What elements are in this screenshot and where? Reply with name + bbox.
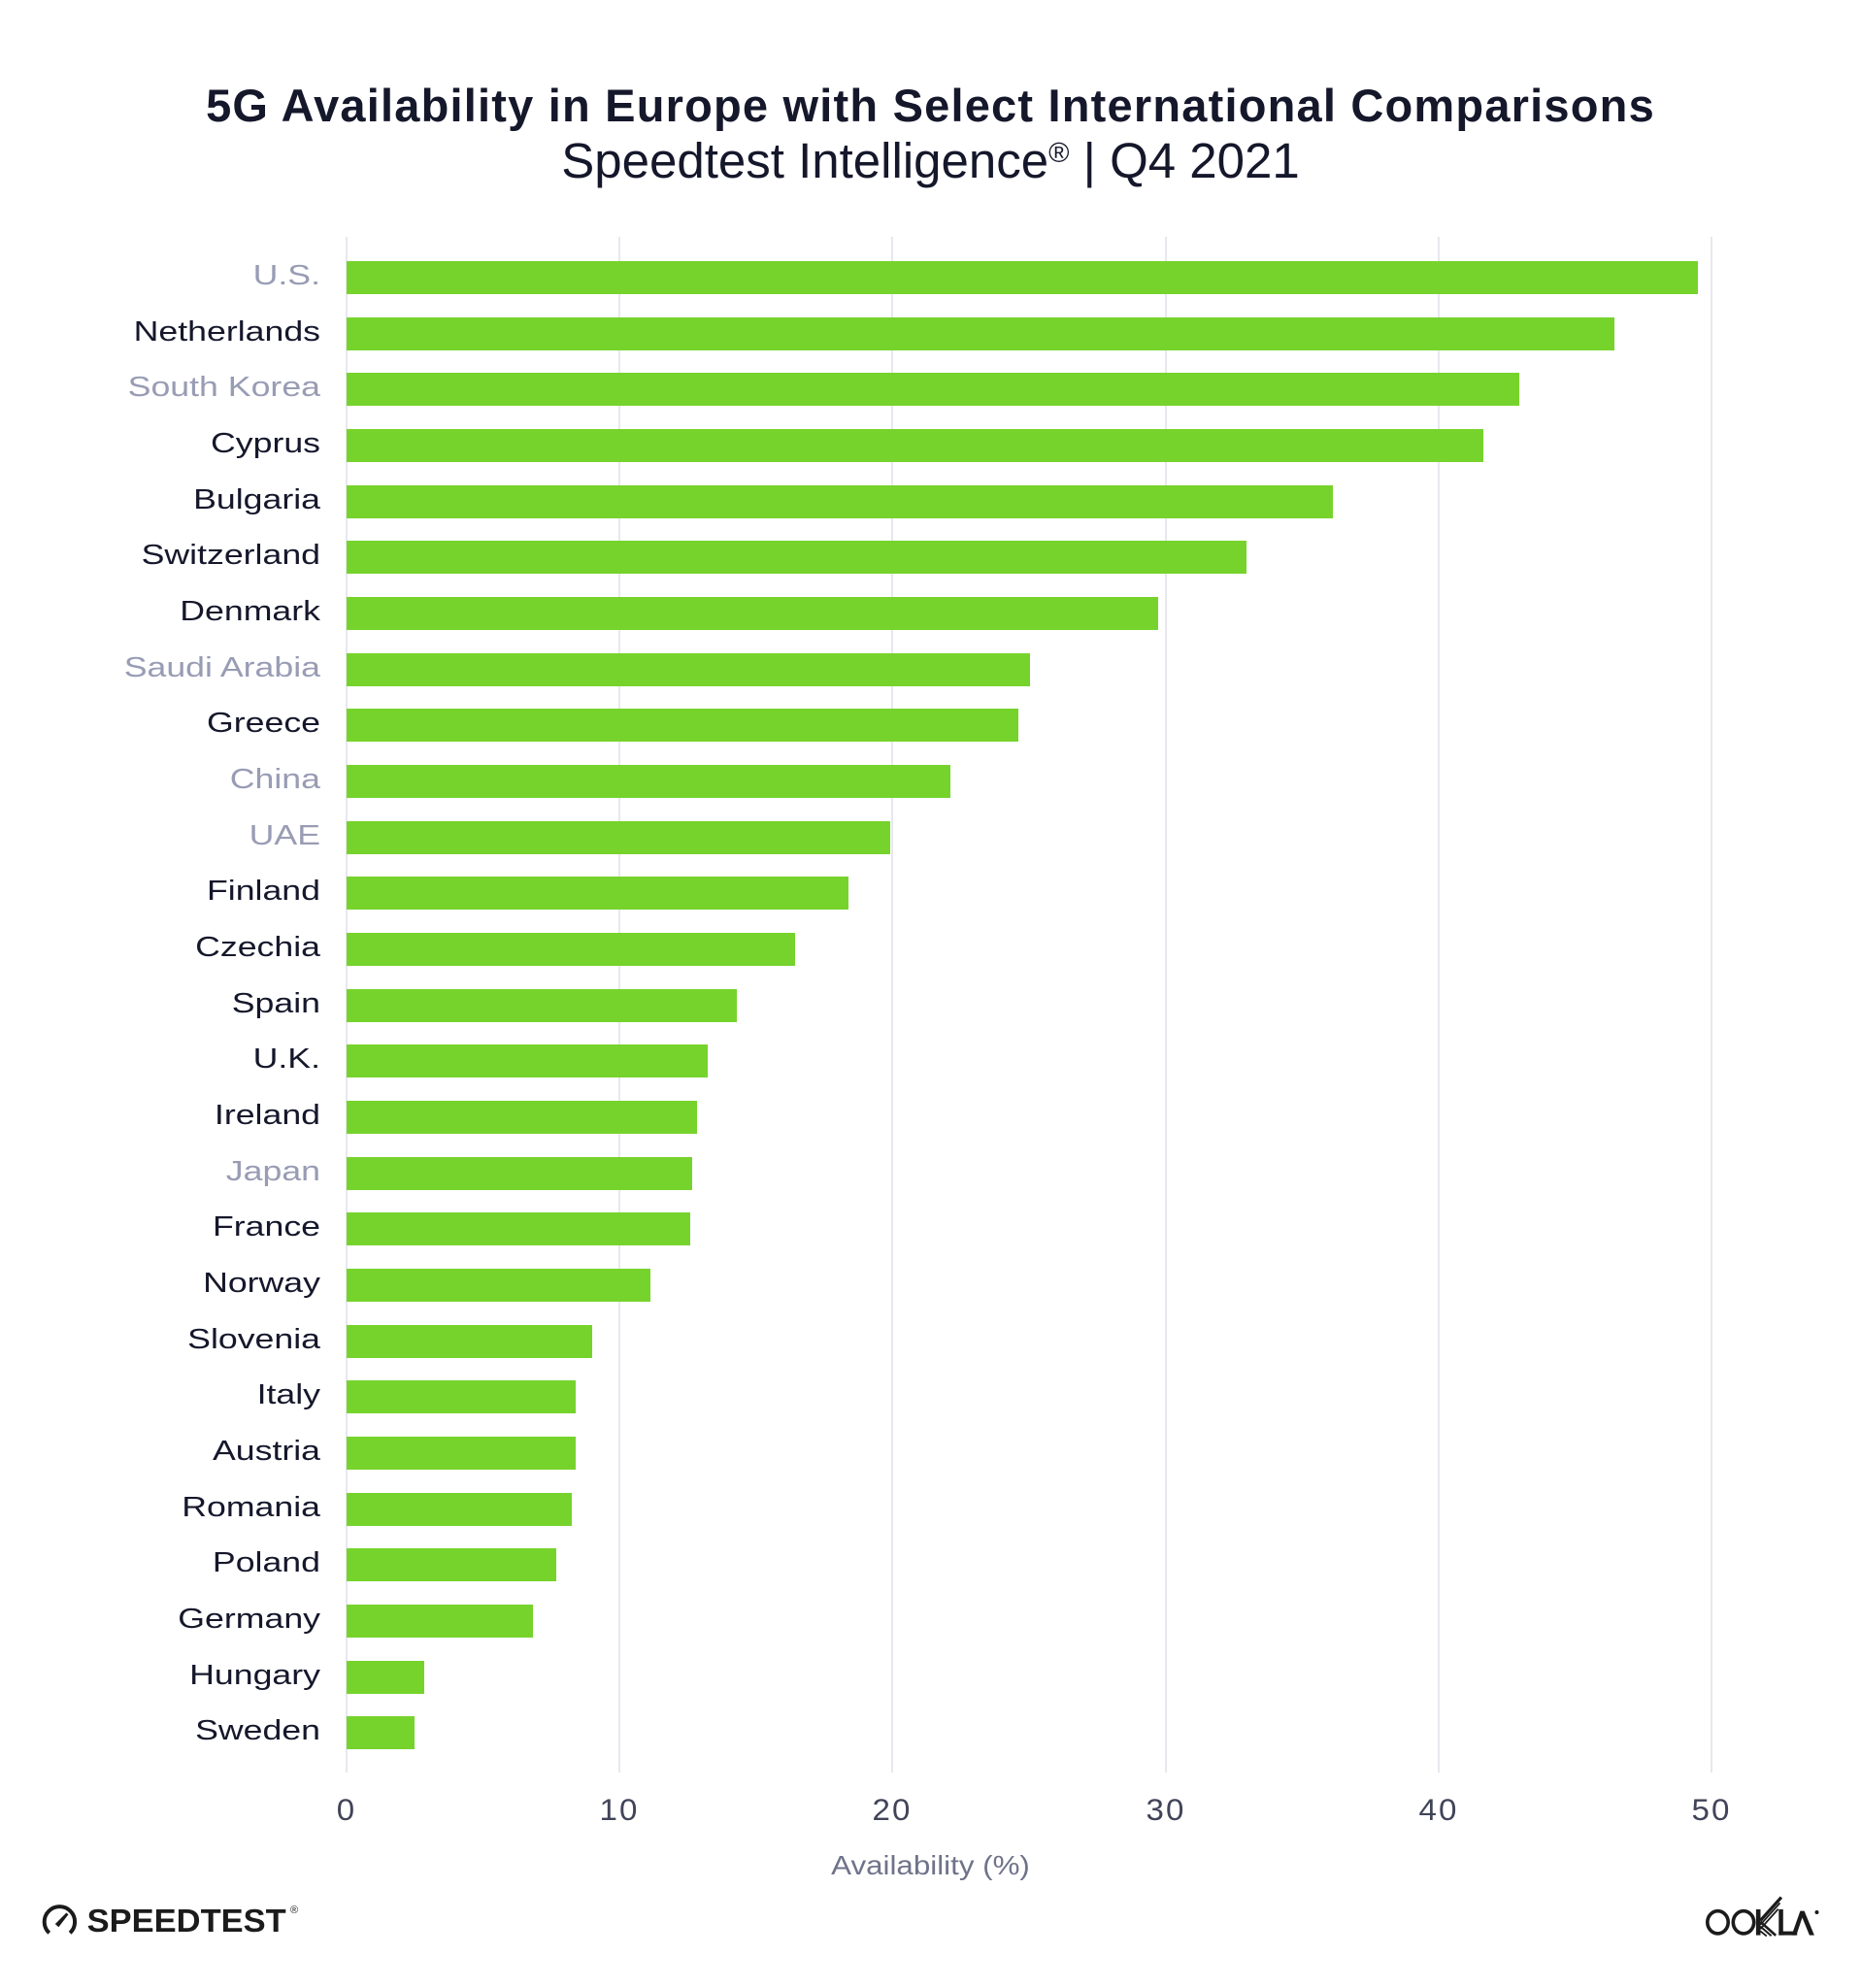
svg-text:SPEEDTEST: SPEEDTEST: [87, 1903, 286, 1938]
svg-text:®: ®: [290, 1905, 298, 1916]
